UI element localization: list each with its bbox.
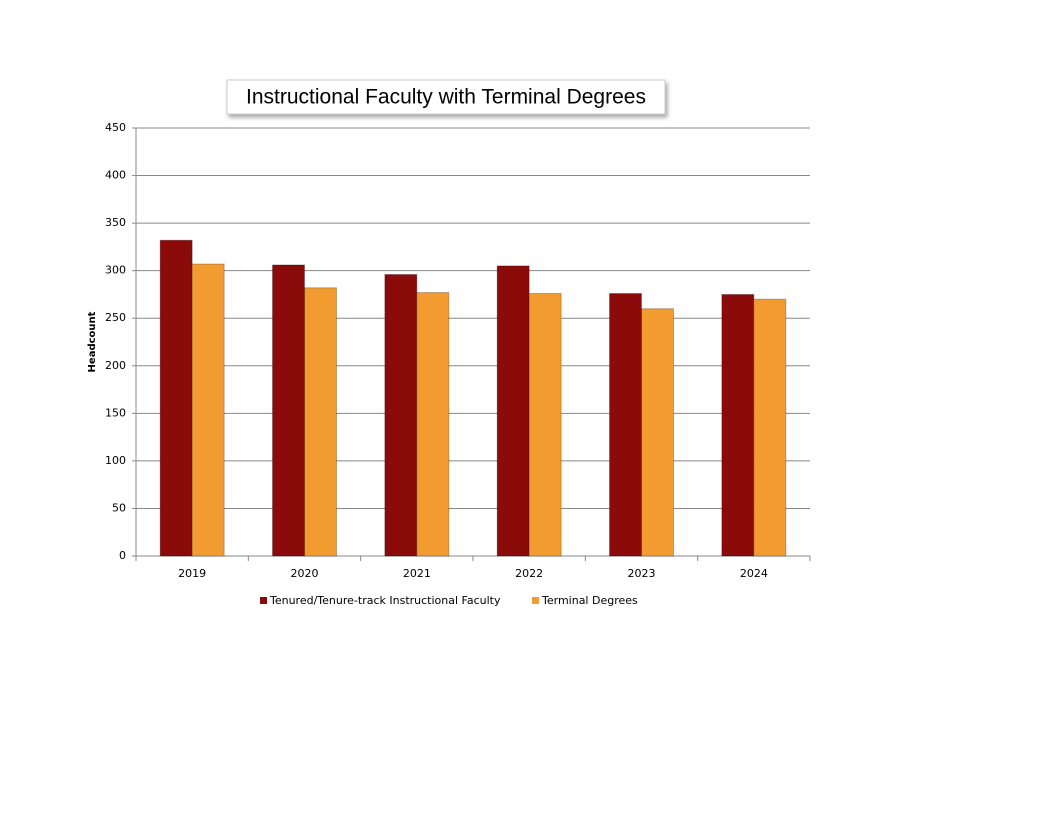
x-tick-label: 2023 [628,567,656,580]
y-tick-label: 450 [105,121,126,134]
legend-label: Tenured/Tenure-track Instructional Facul… [269,594,501,607]
y-tick-label: 100 [105,454,126,467]
y-tick-label: 200 [105,359,126,372]
bar [753,298,787,557]
bar [496,265,530,557]
bar [191,263,225,557]
bar [304,287,337,557]
x-tick-label: 2021 [403,567,431,580]
bar [159,239,193,557]
bar [272,264,305,557]
y-tick-label: 300 [105,264,126,277]
bar [721,293,755,557]
y-tick-label: 150 [105,406,126,419]
y-tick-label: 50 [112,501,126,514]
bar [416,292,450,557]
y-axis-label: Headcount [87,311,98,372]
title-box [226,79,666,115]
chart-title: Instructional Faculty with Terminal Degr… [246,86,646,109]
legend-swatch [260,597,267,604]
bar [641,308,674,557]
bar [528,292,562,557]
x-tick-label: 2022 [515,567,543,580]
bar [384,273,418,557]
x-tick-label: 2024 [740,567,768,580]
x-tick-label: 2019 [178,567,206,580]
bar [609,292,642,557]
y-tick-label: 250 [105,311,126,324]
x-tick-label: 2020 [291,567,319,580]
y-tick-label: 350 [105,216,126,229]
y-tick-label: 0 [119,549,126,562]
legend-swatch [532,597,539,604]
y-tick-label: 400 [105,169,126,182]
legend-label: Terminal Degrees [541,594,638,607]
